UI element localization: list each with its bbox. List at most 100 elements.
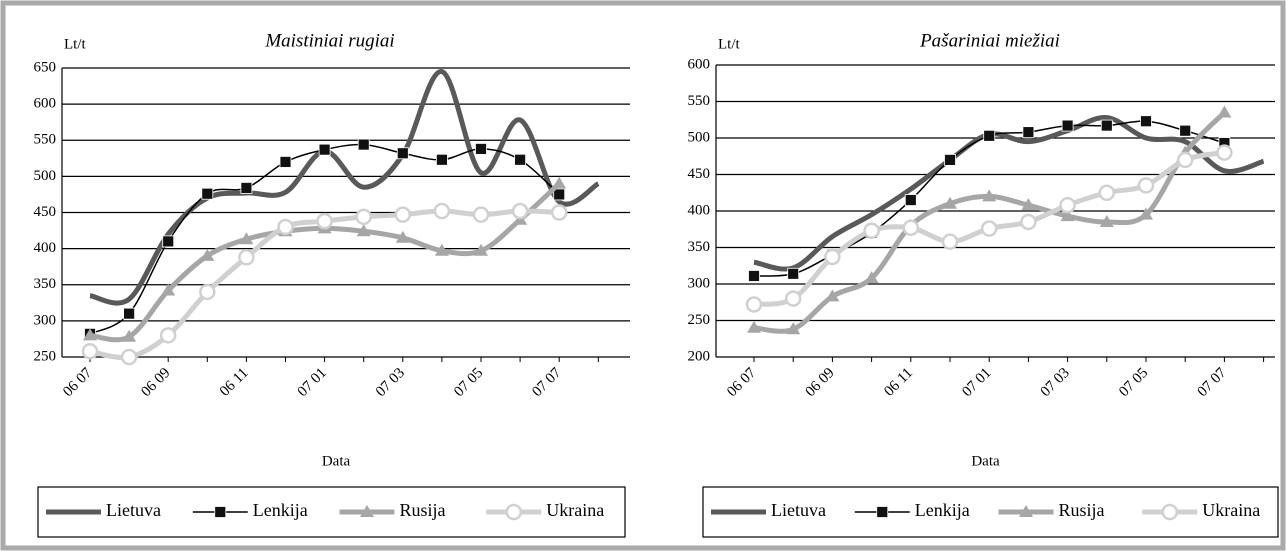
y-tick-label: 400 — [688, 202, 711, 218]
x-axis-label: Data — [322, 453, 351, 469]
data-point — [863, 222, 880, 239]
data-point — [474, 243, 488, 256]
y-axis-label: Lt/t — [718, 36, 740, 52]
legend-marker — [214, 506, 227, 518]
data-point — [745, 296, 763, 313]
data-point — [396, 147, 409, 160]
data-point — [1140, 115, 1152, 128]
y-tick-label: 500 — [688, 129, 711, 145]
y-tick-label: 550 — [688, 93, 711, 109]
data-point — [1139, 207, 1153, 220]
data-point — [159, 327, 177, 344]
legend-label: Lietuva — [106, 500, 161, 520]
y-tick-label: 500 — [34, 168, 57, 184]
y-tick-label: 350 — [688, 239, 711, 255]
data-point — [120, 348, 138, 366]
y-tick-label: 450 — [34, 204, 57, 220]
data-point — [199, 283, 216, 301]
y-tick-label: 200 — [688, 348, 711, 364]
data-point — [200, 248, 215, 261]
data-point — [356, 224, 371, 237]
legend-label: Lietuva — [771, 500, 826, 520]
legend-label: Lenkija — [915, 500, 970, 520]
legend-marker — [1019, 505, 1033, 517]
data-point — [201, 187, 214, 200]
data-point — [122, 329, 137, 342]
legend-marker — [505, 503, 522, 521]
y-tick-label: 600 — [688, 56, 711, 72]
data-point — [824, 248, 841, 266]
data-point — [240, 182, 253, 194]
data-point — [1060, 209, 1075, 222]
data-point — [1061, 119, 1074, 132]
data-point — [475, 143, 487, 155]
data-point — [1176, 151, 1194, 169]
legend-label: Rusija — [400, 500, 446, 520]
data-point — [1217, 105, 1232, 118]
data-point — [787, 267, 800, 280]
data-point — [1137, 177, 1155, 194]
legend-label: Rusija — [1059, 500, 1105, 520]
data-point — [786, 322, 801, 335]
data-point — [902, 219, 920, 237]
data-point — [552, 176, 567, 189]
legend-label: Ukraina — [546, 500, 604, 520]
data-point — [394, 206, 412, 223]
data-point — [982, 189, 997, 202]
legend-marker — [360, 505, 374, 517]
data-point — [784, 290, 802, 307]
x-axis-label: Data — [971, 453, 1000, 469]
y-tick-label: 450 — [688, 166, 711, 182]
data-point — [553, 188, 566, 201]
data-point — [81, 342, 99, 360]
data-point — [983, 129, 996, 142]
data-point — [83, 328, 97, 341]
data-point — [434, 243, 449, 256]
data-point — [944, 153, 956, 166]
data-point — [238, 249, 255, 266]
data-point — [941, 233, 959, 250]
data-point — [904, 194, 917, 206]
y-tick-label: 350 — [34, 276, 57, 292]
data-point — [747, 320, 761, 333]
y-tick-label: 250 — [688, 312, 711, 328]
data-point — [1100, 119, 1113, 132]
data-point — [277, 218, 294, 236]
series-line — [753, 115, 1265, 272]
data-point — [316, 212, 333, 230]
y-tick-label: 600 — [34, 96, 57, 112]
data-point — [318, 143, 331, 156]
data-point — [748, 270, 760, 282]
data-point — [980, 220, 998, 237]
data-point — [435, 153, 448, 166]
chart: Maistiniai rugiai Lt/t Data 250 300 350 400 450… — [34, 30, 630, 538]
data-point — [239, 232, 254, 245]
data-point — [355, 208, 372, 226]
data-point — [864, 271, 879, 284]
y-tick-label: 550 — [34, 132, 57, 148]
data-point — [161, 283, 176, 296]
y-tick-label: 300 — [688, 275, 711, 291]
data-point — [1022, 126, 1035, 139]
chart-title: Pašariniai miežiai — [919, 30, 1060, 51]
data-point — [1021, 198, 1036, 211]
data-point — [825, 289, 840, 302]
legend-marker — [876, 506, 889, 518]
data-point — [1098, 184, 1116, 201]
y-tick-label: 650 — [34, 59, 57, 75]
data-point — [1216, 144, 1233, 161]
data-point — [357, 138, 370, 151]
data-point — [943, 196, 957, 209]
data-point — [472, 206, 490, 223]
data-point — [395, 230, 410, 243]
data-point — [514, 153, 526, 166]
data-point — [123, 307, 135, 320]
data-point — [433, 202, 451, 220]
legend-label: Ukraina — [1202, 500, 1260, 520]
data-point — [162, 235, 175, 248]
data-point — [1099, 214, 1114, 227]
data-point — [1059, 196, 1076, 214]
legend-marker — [1161, 503, 1178, 521]
